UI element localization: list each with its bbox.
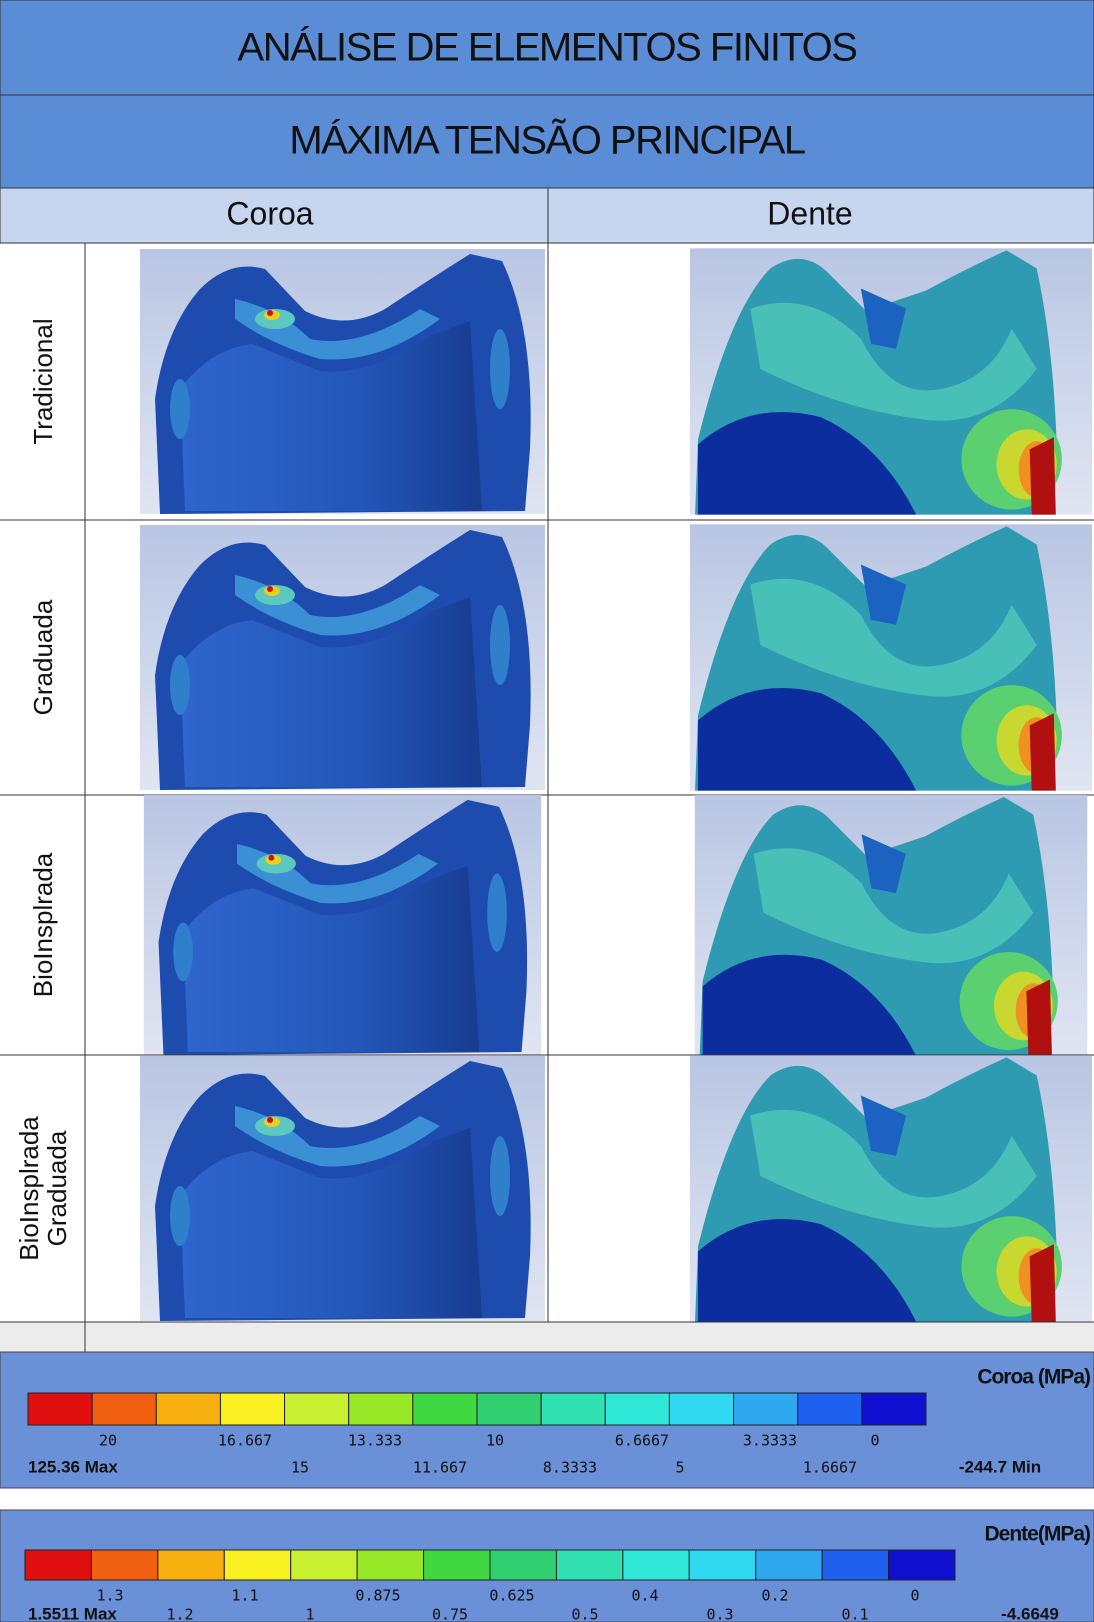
color-swatch [91,1550,157,1580]
color-swatch [220,1393,284,1425]
min-label: -244.7 Min [959,1457,1041,1476]
scale-label: 11.667 [413,1459,467,1477]
scale-label: 0.3 [706,1606,733,1622]
color-swatch [349,1393,413,1425]
color-swatch [357,1550,423,1580]
scale-label: 0 [870,1432,879,1450]
scale-label: 0.875 [355,1587,400,1605]
color-swatch [734,1393,798,1425]
max-label: 125.36 Max [28,1457,118,1476]
min-label: -4.6649 [1001,1604,1059,1622]
row-label: Graduada [28,599,58,715]
row-label: Tradicional [28,318,58,444]
color-swatch [156,1393,220,1425]
color-swatch [477,1393,541,1425]
color-swatch [28,1393,92,1425]
scale-label: 13.333 [348,1432,402,1450]
scale-label: 1.6667 [803,1459,857,1477]
row-label: BioInsplrada [14,1116,44,1261]
title: ANÁLISE DE ELEMENTOS FINITOS [238,25,857,70]
tooth-image [690,524,1092,790]
scale-label: 5 [675,1459,684,1477]
column-header-band [0,188,1094,243]
scale-label: 1.3 [96,1587,123,1605]
figure: ANÁLISE DE ELEMENTOS FINITOS MÁXIMA TENS… [0,0,1094,1622]
color-swatch [490,1550,556,1580]
tooth-image [690,1055,1092,1321]
scale-label: 6.6667 [615,1432,669,1450]
scale-label: 0.2 [761,1587,788,1605]
color-swatch [291,1550,357,1580]
scale-label: 0.625 [489,1587,534,1605]
subtitle: MÁXIMA TENSÃO PRINCIPAL [289,118,805,163]
color-swatch [862,1393,926,1425]
color-swatch [92,1393,156,1425]
crown-image [140,1056,545,1321]
color-swatch [798,1393,862,1425]
row-label: Graduada [42,1130,72,1246]
scale-label: 0.4 [631,1587,658,1605]
color-swatch [541,1393,605,1425]
scale-label: 8.3333 [543,1459,597,1477]
max-label: 1.5511 Max [28,1604,117,1622]
color-swatch [25,1550,91,1580]
column-header: Coroa [226,195,313,231]
row-label: BioInsplrada [28,852,58,997]
scale-label: 1.1 [231,1587,258,1605]
scale-label: 20 [99,1432,117,1450]
crown-image [140,525,545,790]
color-swatch [158,1550,224,1580]
spacer [0,1322,1094,1352]
scale-label: 0.75 [432,1606,468,1622]
tooth-image [695,795,1087,1055]
tooth-image [690,248,1092,514]
color-swatch [756,1550,822,1580]
color-swatch [889,1550,955,1580]
scale-label: 16.667 [218,1432,272,1450]
color-swatch [413,1393,477,1425]
scale-label: 10 [486,1432,504,1450]
color-swatch [285,1393,349,1425]
legend-title: Coroa (MPa) [977,1366,1090,1389]
color-swatch [424,1550,490,1580]
scale-label: 15 [291,1459,309,1477]
color-swatch [605,1393,669,1425]
scale-label: 1.2 [166,1606,193,1622]
scale-label: 0.1 [841,1606,868,1622]
scale-label: 3.3333 [743,1432,797,1450]
crown-image [144,795,541,1055]
color-swatch [224,1550,290,1580]
color-swatch [822,1550,888,1580]
color-swatch [689,1550,755,1580]
column-header: Dente [767,195,852,231]
crown-image [140,249,545,514]
color-swatch [669,1393,733,1425]
scale-label: 1 [305,1606,314,1622]
scale-label: 0.5 [571,1606,598,1622]
scale-label: 0 [910,1587,919,1605]
legend-title: Dente(MPa) [984,1523,1090,1546]
color-swatch [556,1550,622,1580]
color-swatch [623,1550,689,1580]
